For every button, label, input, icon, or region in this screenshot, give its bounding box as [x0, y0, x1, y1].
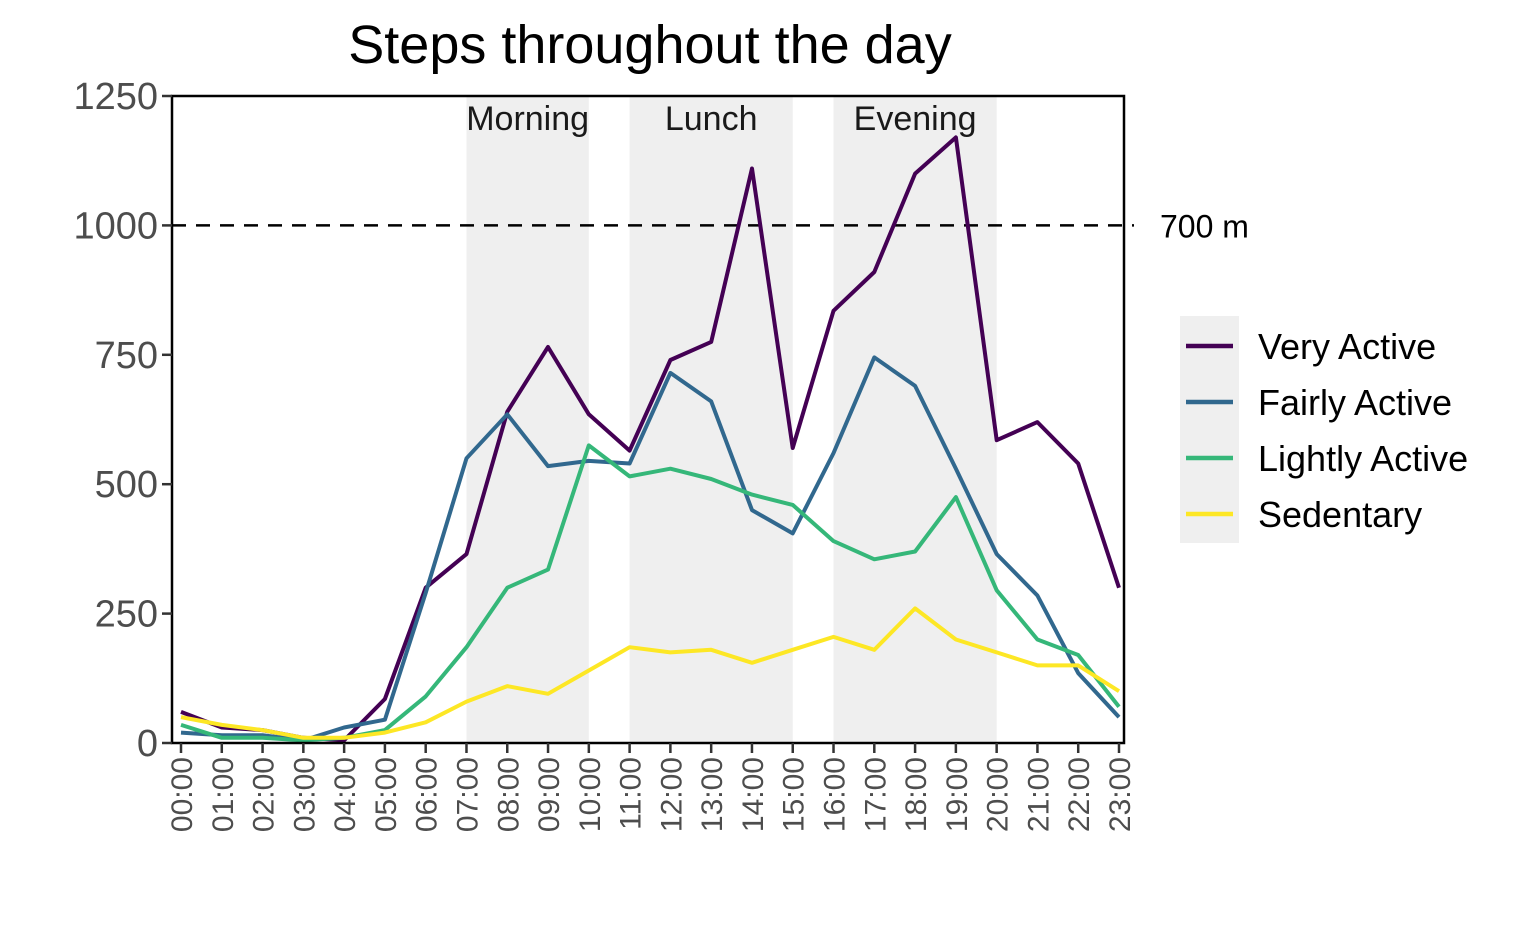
band-lunch	[629, 96, 793, 743]
chart-title: Steps throughout the day	[348, 15, 951, 75]
x-tick-label: 04:00	[329, 757, 362, 832]
x-tick-label: 06:00	[411, 757, 444, 832]
x-tick-label: 11:00	[615, 757, 648, 830]
legend-label-lightly-active: Lightly Active	[1258, 438, 1468, 479]
legend-label-sedentary: Sedentary	[1258, 494, 1422, 535]
y-axis: 0 250 500 750 1000 1250	[73, 76, 172, 765]
x-tick-label: 20:00	[982, 757, 1015, 832]
x-tick-label: 23:00	[1104, 757, 1137, 832]
x-tick-label: 16:00	[819, 757, 852, 832]
band-evening	[833, 96, 997, 743]
x-tick-label: 01:00	[207, 757, 240, 832]
x-tick-label: 19:00	[941, 757, 974, 832]
legend-label-fairly-active: Fairly Active	[1258, 382, 1452, 423]
legend-key-background	[1180, 316, 1239, 543]
y-tick-label: 250	[95, 594, 158, 636]
y-tick-label: 500	[95, 464, 158, 506]
x-tick-label: 02:00	[248, 757, 281, 832]
x-tick-label: 18:00	[900, 757, 933, 832]
reference-line-group: 700 m	[172, 208, 1249, 244]
x-tick-label: 05:00	[370, 757, 403, 832]
band-label-morning: Morning	[466, 100, 589, 138]
x-tick-label: 14:00	[737, 757, 770, 832]
x-tick-label: 21:00	[1022, 757, 1055, 832]
band-morning	[466, 96, 589, 743]
x-tick-label: 17:00	[859, 757, 892, 832]
plot-panel-border	[170, 94, 1126, 745]
x-tick-label: 13:00	[696, 757, 729, 832]
series-line-sedentary	[180, 606, 1121, 740]
series-lines	[180, 135, 1121, 743]
y-tick-label: 1000	[73, 205, 158, 247]
series-line-fairly-active	[180, 355, 1121, 743]
x-tick-label: 12:00	[655, 757, 688, 832]
legend: Very Active Fairly Active Lightly Active Se…	[1180, 316, 1468, 543]
y-tick-label: 0	[137, 723, 158, 765]
x-tick-label: 08:00	[492, 757, 525, 832]
x-tick-label: 22:00	[1063, 757, 1096, 832]
x-tick-label: 00:00	[166, 757, 199, 832]
time-of-day-bands: Morning Lunch Evening	[466, 96, 997, 743]
x-tick-label: 09:00	[533, 757, 566, 832]
band-label-lunch: Lunch	[665, 100, 758, 138]
band-label-evening: Evening	[854, 100, 977, 138]
x-tick-label: 15:00	[778, 757, 811, 832]
legend-label-very-active: Very Active	[1258, 326, 1436, 367]
x-tick-label: 10:00	[574, 757, 607, 832]
x-tick-label: 07:00	[451, 757, 484, 832]
x-tick-label: 03:00	[288, 757, 321, 832]
y-tick-label: 1250	[73, 76, 158, 118]
y-tick-label: 750	[95, 335, 158, 377]
x-axis: 00:00 01:00 02:00 03:00 04:00 05:00 06:00 07:00…	[166, 743, 1137, 832]
reference-line-label: 700 m	[1160, 208, 1249, 244]
